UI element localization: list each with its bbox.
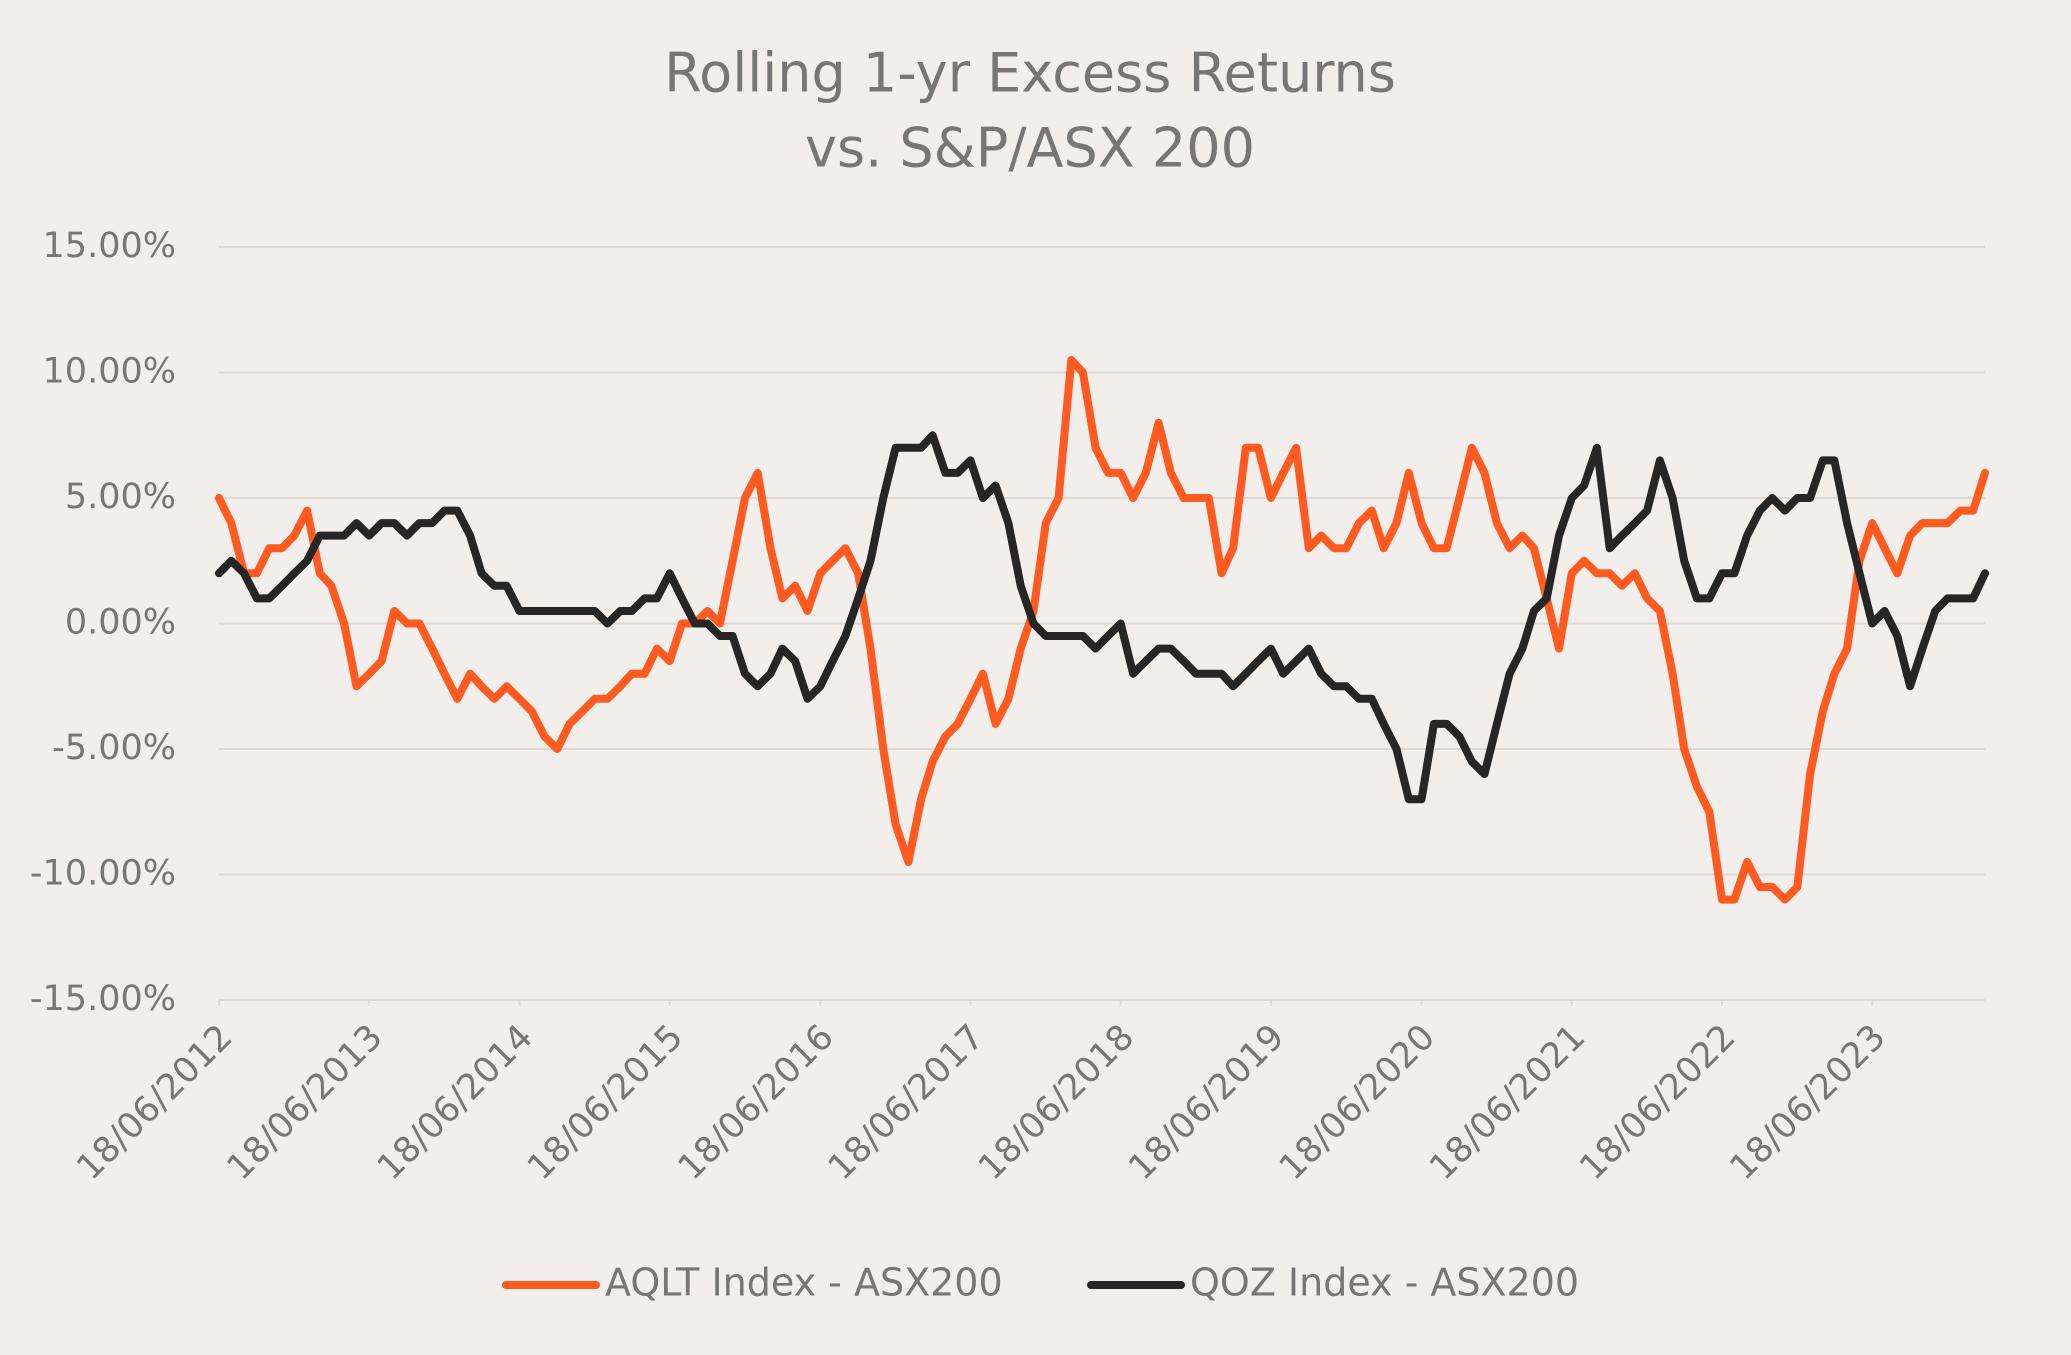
series-line (215, 431, 1989, 804)
y-tick-label: 10.00% (43, 352, 176, 392)
y-tick-label: 0.00% (65, 603, 176, 643)
y-tick-label: -10.00% (30, 854, 176, 894)
chart-subtitle: vs. S&P/ASX 200 (805, 117, 1255, 180)
y-tick-label: 5.00% (65, 477, 176, 517)
chart-title: Rolling 1-yr Excess Returns (664, 42, 1396, 105)
series-line (215, 356, 1989, 904)
legend-label: AQLT Index - ASX200 (605, 1261, 1003, 1305)
y-tick-label: 15.00% (43, 226, 176, 266)
y-tick-label: -5.00% (52, 728, 176, 768)
legend-label: QOZ Index - ASX200 (1190, 1261, 1579, 1305)
y-tick-label: -15.00% (30, 979, 176, 1019)
